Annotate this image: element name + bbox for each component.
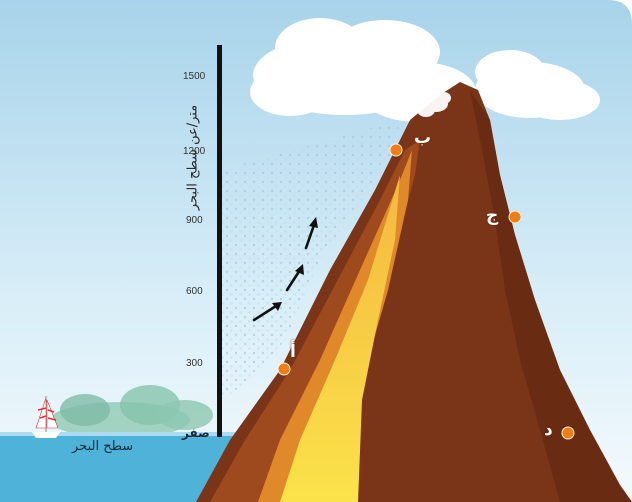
sailboat-icon	[32, 396, 60, 438]
tick-1500: 1500	[183, 71, 206, 82]
cloud-right	[475, 50, 600, 120]
sea	[0, 432, 240, 502]
point-c-label: ج	[486, 206, 499, 226]
point-a-marker	[277, 362, 291, 376]
tick-300: 300	[186, 358, 203, 369]
island-trees	[50, 385, 213, 438]
humid-air-dots	[222, 120, 400, 400]
mountain-slope-mid	[210, 140, 420, 502]
mountain	[196, 82, 632, 502]
lava-yellow	[280, 175, 400, 502]
mountain-shade	[470, 90, 632, 502]
axis-title: متر/عن سطح البحر	[185, 104, 201, 211]
point-b-label: ب	[414, 128, 432, 148]
lava-orange	[258, 150, 412, 502]
point-d-marker	[561, 426, 575, 440]
cloud-left	[250, 18, 476, 122]
wind-arrows	[252, 217, 318, 322]
point-b-marker	[389, 143, 403, 157]
zero-label: صفر	[182, 426, 210, 440]
tick-900: 900	[186, 215, 203, 226]
altitude-axis-bar	[217, 45, 222, 437]
point-c-marker	[508, 210, 522, 224]
tick-600: 600	[186, 286, 203, 297]
sea-level-label: سطح البحر	[72, 439, 134, 454]
point-a-label: أ	[290, 342, 296, 362]
point-d-label: د	[544, 420, 553, 440]
tick-1200: 1200	[183, 146, 206, 157]
